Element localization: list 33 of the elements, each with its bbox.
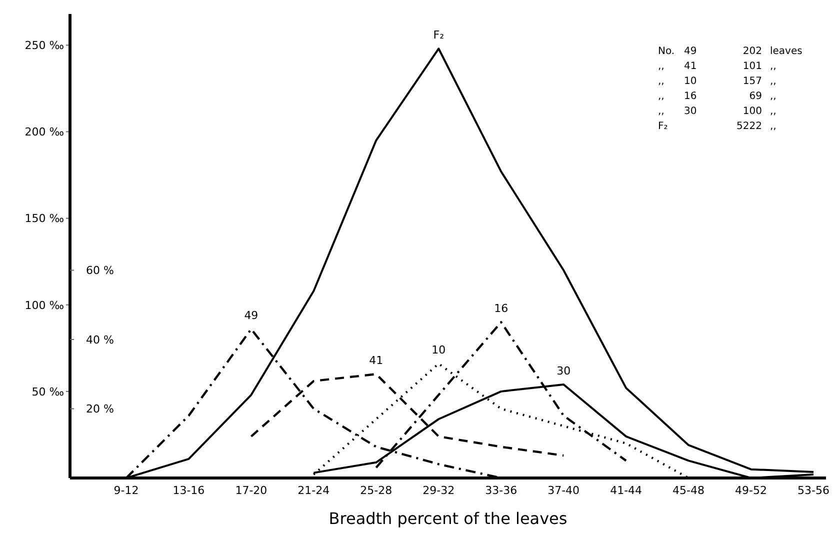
x-tick-label: 45-48 (672, 484, 705, 497)
text: ,, 16 69 ,, (658, 91, 776, 102)
text: F₂ 5222 ,, (658, 121, 776, 132)
x-tick-label: 25-28 (360, 484, 392, 497)
y-tick-label: 200 ‰ (24, 126, 64, 139)
series-label: 16 (494, 302, 508, 316)
y-tick-label: 100 ‰ (24, 298, 64, 312)
text: ,, 41 101 ,, (658, 61, 776, 72)
series-label: 49 (244, 309, 258, 322)
x-tick-label: 21-24 (298, 484, 330, 497)
series-label: F₂ (433, 28, 444, 42)
y-tick-label: 50 ‰ (32, 385, 64, 398)
x-tick-label: 9-12 (114, 484, 139, 497)
x-tick-label: 53-56 (798, 484, 830, 497)
y-tick-label: 150 ‰ (24, 212, 64, 226)
text: No. 49 202 leaves (658, 46, 802, 57)
x-tick-label: 29-32 (422, 484, 455, 497)
text: ,, 10 157 ,, (658, 76, 776, 87)
x-tick-label: 33-36 (485, 484, 518, 497)
x-tick-label: 41-44 (610, 484, 642, 497)
text: ,, 30 100 ,, (658, 106, 776, 117)
x-tick-label: 17-20 (235, 484, 268, 497)
y-tick-label: 250 ‰ (24, 39, 64, 52)
series-label: 41 (369, 354, 384, 368)
x-tick-label: 37-40 (548, 484, 580, 497)
y2-tick-label: 60 % (86, 264, 114, 278)
series-label: 30 (556, 364, 571, 378)
x-tick-label: 49-52 (735, 484, 768, 497)
series-label: 10 (432, 344, 446, 357)
x-axis-title: Breadth percent of the leaves (328, 509, 568, 528)
y2-tick-label: 20 % (86, 402, 114, 416)
y2-tick-label: 40 % (86, 333, 114, 346)
x-tick-label: 13-16 (172, 484, 205, 497)
